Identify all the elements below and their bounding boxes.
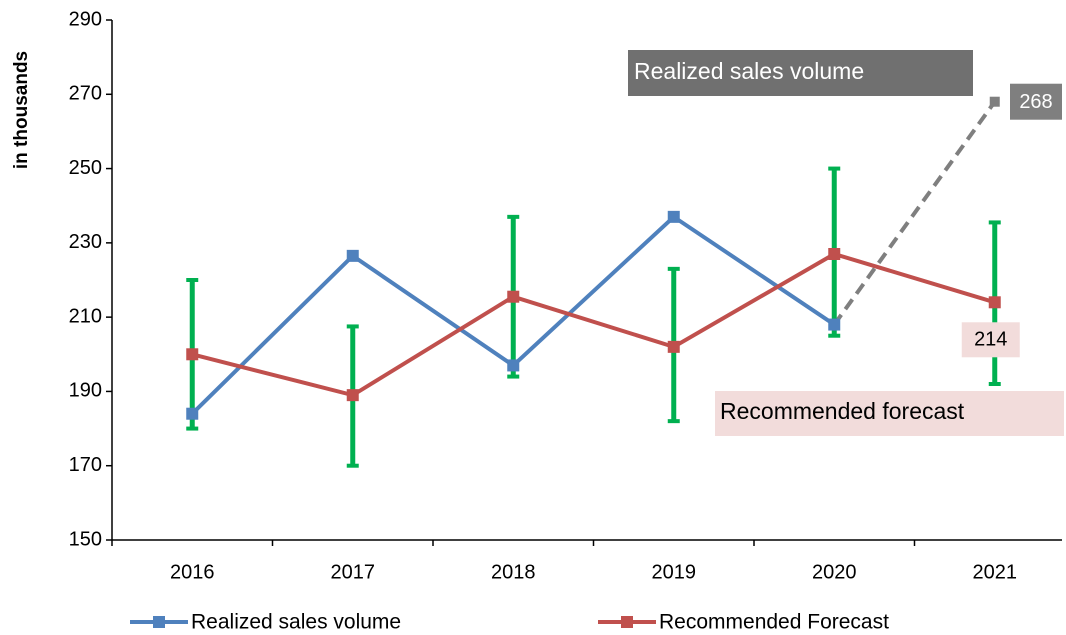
projection-line xyxy=(832,100,997,326)
marker xyxy=(667,210,680,223)
marker xyxy=(346,389,359,402)
marker xyxy=(507,359,520,372)
y-tick-label: 190 xyxy=(69,380,102,402)
x-tick-label: 2020 xyxy=(812,561,857,583)
x-tick-label: 2021 xyxy=(973,561,1018,583)
series-line xyxy=(191,251,996,398)
legend-marker xyxy=(621,616,633,628)
projection-label-box xyxy=(1010,83,1062,120)
y-tick-label: 170 xyxy=(69,454,102,476)
marker xyxy=(828,248,841,260)
marker xyxy=(667,340,680,353)
projection-label: 268 xyxy=(1019,91,1052,113)
legend-label: Realized sales volume xyxy=(191,611,401,634)
annotation: Recommended forecast xyxy=(720,398,965,424)
marker xyxy=(186,407,199,420)
marker xyxy=(346,249,359,262)
data-label: 214 xyxy=(974,329,1007,351)
marker xyxy=(828,318,841,331)
x-tick-label: 2017 xyxy=(331,561,376,583)
y-tick-label: 270 xyxy=(69,83,102,105)
y-axis-label: in thousands xyxy=(11,51,32,169)
legend-label: Recommended Forecast xyxy=(659,611,889,634)
x-tick-label: 2019 xyxy=(652,561,697,583)
marker xyxy=(988,296,1001,309)
annotation-box xyxy=(715,391,1064,436)
legend-marker xyxy=(153,616,165,628)
marker xyxy=(186,348,199,361)
y-tick-label: 210 xyxy=(69,305,102,327)
projection-marker xyxy=(989,96,1000,107)
x-tick-label: 2018 xyxy=(491,561,536,583)
y-tick-label: 290 xyxy=(69,8,102,30)
annotation-box xyxy=(628,50,973,96)
annotation: Realized sales volume xyxy=(634,58,864,84)
y-tick-label: 230 xyxy=(69,231,102,253)
marker xyxy=(507,290,520,303)
y-tick-label: 250 xyxy=(69,157,102,179)
data-label-box xyxy=(961,322,1020,358)
y-tick-label: 150 xyxy=(69,528,102,550)
x-tick-label: 2016 xyxy=(170,561,215,583)
